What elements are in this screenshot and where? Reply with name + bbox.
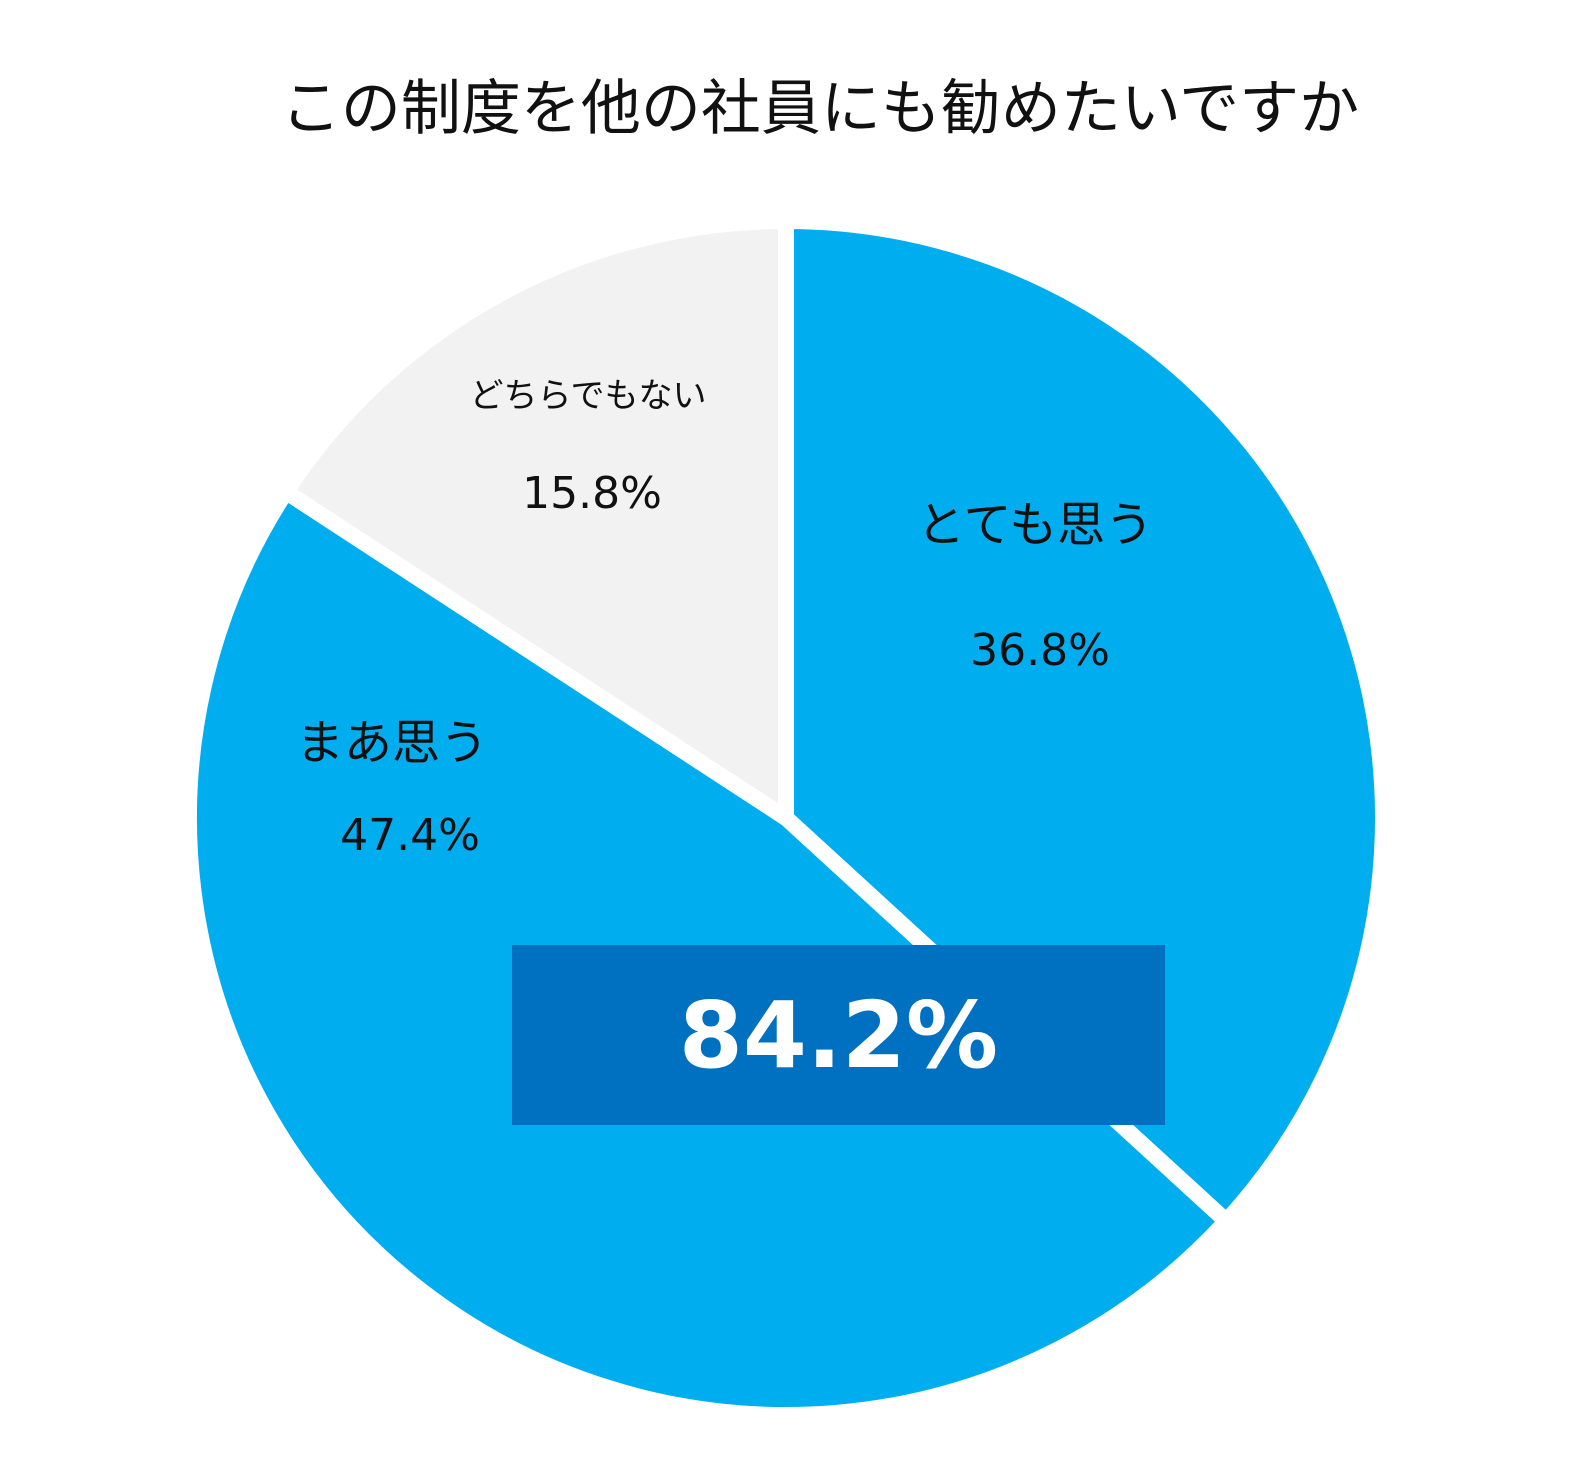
highlight-total-box: 84.2% — [512, 945, 1165, 1125]
slice-very-much — [778, 212, 1391, 1233]
slice-label-somewhat: まあ思う — [296, 715, 488, 771]
chart-title: この制度を他の社員にも勧めたいですか — [280, 74, 1360, 144]
slice-neither — [274, 212, 794, 833]
slice-value-neither: 15.8% — [522, 468, 662, 519]
slice-value-very-much: 36.8% — [970, 625, 1110, 676]
slice-label-neither: どちらでもない — [470, 376, 707, 416]
highlight-total-value: 84.2% — [678, 981, 999, 1089]
label-layer: とても思う 36.8% まあ思う 47.4% どちらでもない 15.8% — [296, 376, 1153, 861]
slice-label-very-much: とても思う — [917, 497, 1153, 553]
slice-value-somewhat: 47.4% — [340, 810, 480, 861]
